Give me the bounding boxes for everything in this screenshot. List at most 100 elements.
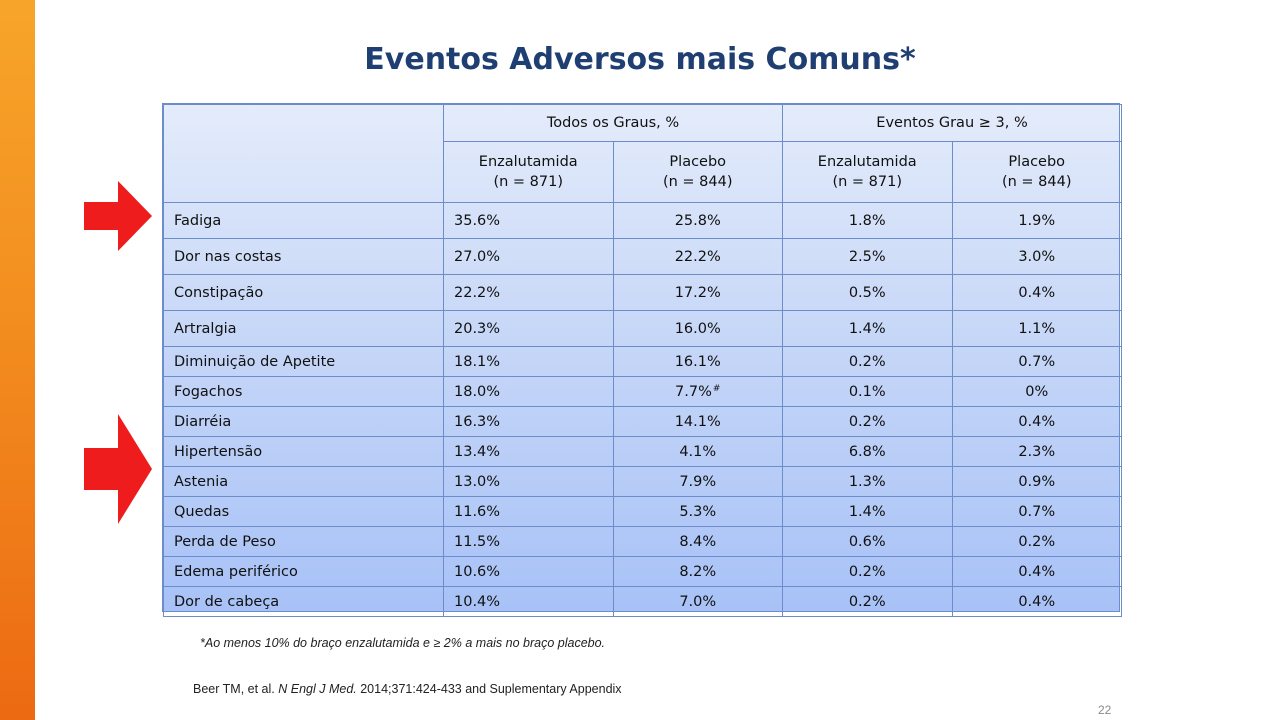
footnote: *Ao menos 10% do braço enzalutamida e ≥ … [200,636,606,650]
sub-header-placebo-grade3: Placebo (n = 844) [951,141,1122,203]
table-cell: 7.9% [612,466,783,497]
table-cell: 1.3% [782,466,953,497]
row-label: Artralgia [163,310,444,347]
table-cell: 2.5% [782,238,953,275]
table-cell: 0.2% [951,526,1122,557]
table-cell: 8.4% [612,526,783,557]
table-cell: 0.2% [782,346,953,377]
table-cell: 16.0% [612,310,783,347]
table-cell: 0.1% [782,376,953,407]
adverse-events-table: Todos os Graus, % Eventos Grau ≥ 3, % En… [162,103,1122,617]
empty-corner-cell [163,104,444,203]
sub-header-enzalutamida-all: Enzalutamida (n = 871) [443,141,614,203]
table-cell: 11.5% [443,526,614,557]
table-cell: 5.3% [612,496,783,527]
table-cell: 1.1% [951,310,1122,347]
table-row: Edema periférico 10.6% 8.2% 0.2% 0.4% [163,556,1122,587]
table-cell: 0.7% [951,496,1122,527]
sub-header-name: Enzalutamida [817,154,917,170]
cell-value: 7.7% [675,383,712,400]
table-cell: 27.0% [443,238,614,275]
table-cell: 20.3% [443,310,614,347]
table-cell: 35.6% [443,202,614,239]
table-cell: 18.0% [443,376,614,407]
row-label: Fogachos [163,376,444,407]
sub-header-name: Placebo [669,154,727,170]
row-label: Perda de Peso [163,526,444,557]
table-cell: 22.2% [612,238,783,275]
sub-header-row: Enzalutamida (n = 871) Placebo (n = 844)… [164,141,1122,203]
sub-header-name: Placebo [1008,154,1066,170]
group-header-all-grades: Todos os Graus, % [443,104,783,142]
table-cell: 4.1% [612,436,783,467]
table-cell: 7.7%# [612,376,783,407]
row-label: Diminuição de Apetite [163,346,444,377]
sub-header-n: (n = 844) [1001,174,1072,190]
table-cell: 0.6% [782,526,953,557]
right-arrow-icon [84,414,152,524]
orange-side-bar [0,0,35,720]
row-label: Dor de cabeça [163,586,444,617]
table-cell: 10.6% [443,556,614,587]
table-cell: 10.4% [443,586,614,617]
group-header-grade-3: Eventos Grau ≥ 3, % [782,104,1122,142]
table-cell: 3.0% [951,238,1122,275]
table-row: Artralgia 20.3% 16.0% 1.4% 1.1% [163,310,1122,347]
table-cell: 0.2% [782,586,953,617]
table-row: Fogachos 18.0% 7.7%# 0.1% 0% [163,376,1122,407]
table-cell: 16.1% [612,346,783,377]
table-row: Quedas 11.6% 5.3% 1.4% 0.7% [163,496,1122,527]
table-row: Astenia 13.0% 7.9% 1.3% 0.9% [163,466,1122,497]
table-cell: 6.8% [782,436,953,467]
table-cell: 1.4% [782,496,953,527]
row-label: Quedas [163,496,444,527]
table-cell: 1.8% [782,202,953,239]
table-cell: 16.3% [443,406,614,437]
group-header-row: Todos os Graus, % Eventos Grau ≥ 3, % [163,104,1122,203]
right-arrow-icon [84,181,152,251]
sub-header-enzalutamida-grade3: Enzalutamida (n = 871) [782,141,953,203]
slide-title: Eventos Adversos mais Comuns* [364,42,916,77]
row-label: Astenia [163,466,444,497]
citation: Beer TM, et al. N Engl J Med. 2014;371:4… [193,682,622,696]
citation-authors: Beer TM, et al. [193,682,275,696]
table-cell: 17.2% [612,274,783,311]
row-label: Edema periférico [163,556,444,587]
table-row: Constipação 22.2% 17.2% 0.5% 0.4% [163,274,1122,311]
row-label: Constipação [163,274,444,311]
table-row: Hipertensão 13.4% 4.1% 6.8% 2.3% [163,436,1122,467]
table-row: Fadiga 35.6% 25.8% 1.8% 1.9% [163,202,1122,239]
row-label: Dor nas costas [163,238,444,275]
sub-header-name: Enzalutamida [478,154,578,170]
sub-header-n: (n = 871) [493,174,564,190]
table-row: Diminuição de Apetite 18.1% 16.1% 0.2% 0… [163,346,1122,377]
table-cell: 0.4% [951,586,1122,617]
sub-header-placebo-all: Placebo (n = 844) [612,141,783,203]
citation-journal: N Engl J Med. [278,682,357,696]
table-cell: 2.3% [951,436,1122,467]
table-cell: 14.1% [612,406,783,437]
table-row: Dor nas costas 27.0% 22.2% 2.5% 3.0% [163,238,1122,275]
table-cell: 0.4% [951,406,1122,437]
table-cell: 13.4% [443,436,614,467]
table-cell: 13.0% [443,466,614,497]
table-row: Diarréia 16.3% 14.1% 0.2% 0.4% [163,406,1122,437]
table-cell: 11.6% [443,496,614,527]
row-label: Hipertensão [163,436,444,467]
table-row: Dor de cabeça 10.4% 7.0% 0.2% 0.4% [163,586,1122,617]
table-cell: 0.2% [782,406,953,437]
table-cell: 25.8% [612,202,783,239]
table-cell: 7.0% [612,586,783,617]
table-cell: 0.5% [782,274,953,311]
table-cell: 0.4% [951,274,1122,311]
table-cell: 0.7% [951,346,1122,377]
row-label: Fadiga [163,202,444,239]
table-cell: 1.9% [951,202,1122,239]
table-cell: 8.2% [612,556,783,587]
table-cell: 1.4% [782,310,953,347]
row-label: Diarréia [163,406,444,437]
table-cell: 18.1% [443,346,614,377]
page-number: 22 [1098,703,1112,717]
table-cell: 0% [951,376,1122,407]
sub-header-n: (n = 871) [832,174,903,190]
